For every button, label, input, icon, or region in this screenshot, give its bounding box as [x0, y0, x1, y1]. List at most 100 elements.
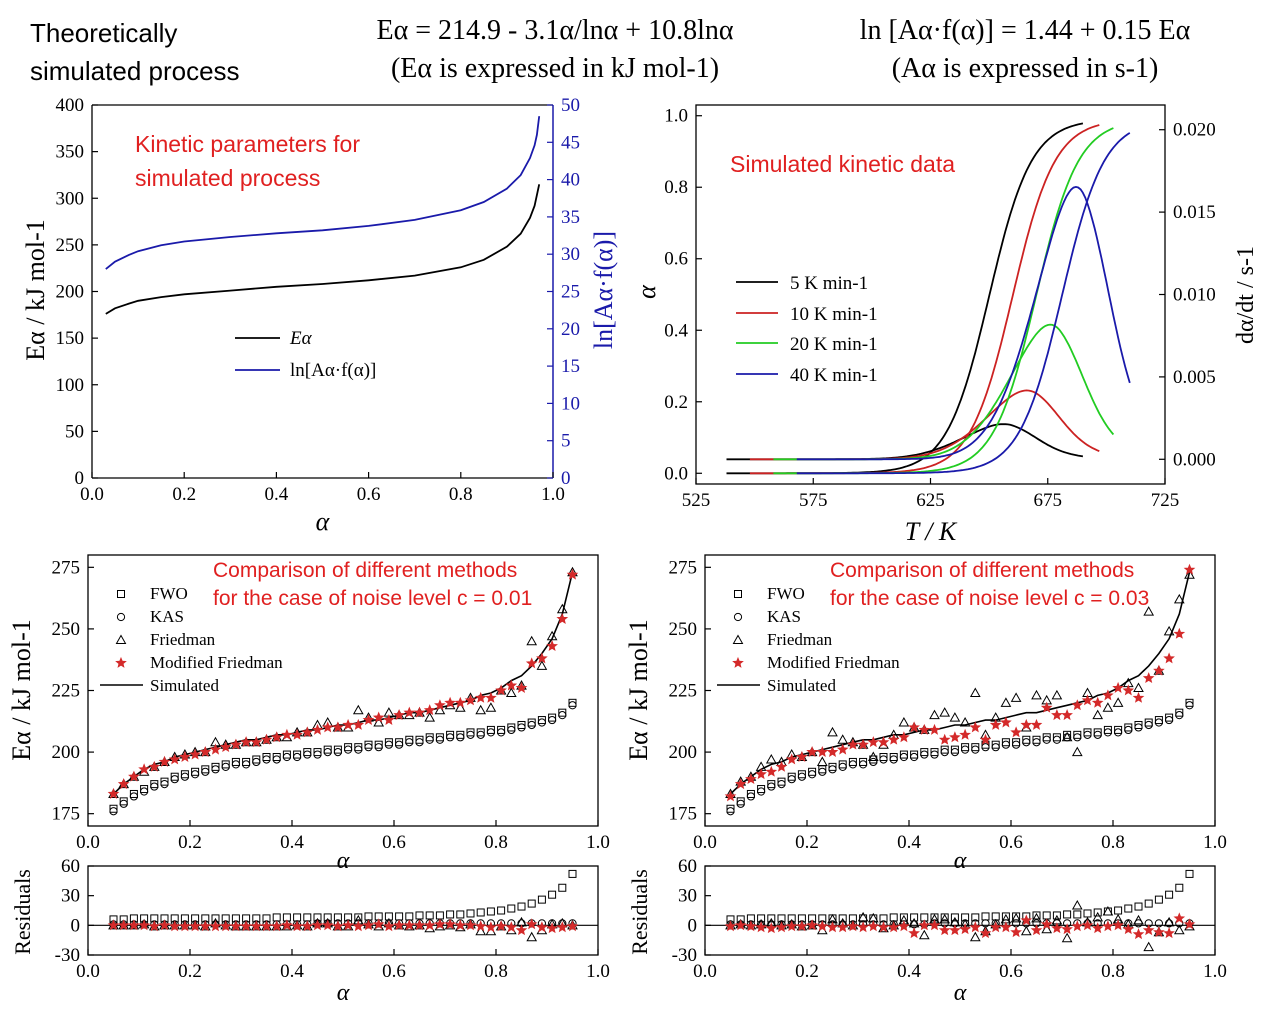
chart3-point-fwo	[537, 716, 546, 725]
chart3-residual-modified_friedman	[536, 921, 548, 933]
chart4-point-fwo	[1083, 728, 1092, 737]
chart3-point-kas	[313, 750, 322, 759]
chart3-x-tick-label: 0.4	[280, 832, 304, 853]
chart4-residual-modified_friedman	[1142, 924, 1155, 936]
chart4-residual-fwo	[950, 913, 959, 922]
chart3-point-fwo	[527, 718, 536, 727]
chart4-point-friedman	[959, 717, 971, 727]
chart4-point-kas	[950, 747, 960, 757]
chart3-point-friedman	[434, 704, 446, 715]
chart3-point-modified_friedman	[525, 657, 538, 669]
chart1-y2-tick-label: 50	[561, 95, 580, 116]
chart1-y2-tick-label: 10	[561, 393, 580, 414]
chart4-residual-friedman	[918, 929, 930, 940]
chart3-residual-modified_friedman	[393, 919, 405, 931]
chart4-residual-modified_friedman	[775, 921, 788, 933]
chart3-point-modified_friedman	[464, 694, 477, 706]
chart4-point-friedman	[1184, 569, 1195, 579]
chart3-y-tick-label: 275	[52, 557, 81, 578]
chart4-y-tick-label: 225	[669, 681, 698, 702]
chart4-legend-marker-2	[733, 612, 743, 622]
chart4-point-kas	[838, 762, 847, 771]
chart4-point-kas	[930, 750, 939, 759]
chart3-residual-fwo	[537, 895, 546, 904]
chart4-residual-modified_friedman	[806, 919, 818, 931]
chart4-residual-modified_friedman	[796, 920, 808, 932]
chart3-point-kas	[242, 760, 251, 769]
chart4-point-kas	[869, 757, 878, 767]
chart4-point-modified_friedman	[979, 733, 992, 745]
chart4-residual-friedman	[1010, 912, 1022, 923]
chart3-point-kas	[446, 733, 455, 742]
chart3-residual-modified_friedman	[270, 920, 283, 932]
chart3-residual-modified_friedman	[383, 920, 395, 932]
chart4-residual-modified_friedman	[724, 920, 737, 932]
chart4-point-kas	[1093, 730, 1102, 739]
chart4-point-friedman	[1000, 697, 1012, 707]
chart4-point-kas	[889, 755, 898, 764]
chart4-point-kas	[828, 765, 837, 774]
chart4-residual-modified_friedman	[1051, 922, 1063, 934]
chart3-point-modified_friedman	[474, 691, 487, 703]
chart3-residual-friedman	[526, 931, 538, 942]
chart3-residual-modified_friedman	[230, 920, 242, 932]
chart3-point-fwo	[395, 738, 404, 747]
chart4-point-modified_friedman	[989, 718, 1002, 730]
chart3-point-kas	[354, 745, 363, 754]
chart3-point-friedman	[536, 660, 548, 670]
chart4-point-kas	[808, 770, 817, 779]
chart3-point-modified_friedman	[199, 746, 212, 757]
chart3-point-fwo	[201, 765, 210, 774]
chart4-point-friedman	[949, 712, 961, 722]
chart4-point-friedman	[1163, 625, 1175, 636]
chart3-point-kas	[527, 720, 536, 730]
chart3-point-kas	[160, 780, 169, 789]
chart3-residual-modified_friedman	[179, 920, 191, 932]
chart4-residual-fwo	[1175, 883, 1184, 892]
legend-label-rate-4: 40 K min-1	[790, 365, 878, 386]
chart3-point-friedman	[485, 702, 497, 712]
chart3-point-modified_friedman	[536, 652, 548, 664]
chart1-y-tick-label: 300	[56, 188, 85, 209]
chart2-y-tick-label: 0.8	[664, 177, 688, 198]
chart3-point-fwo	[191, 767, 200, 776]
chart3-residual-modified_friedman	[352, 920, 365, 932]
chart3-point-kas	[303, 750, 312, 759]
chart4-y-tick-label: 250	[669, 619, 698, 640]
chart4-residuals-frame	[704, 865, 1216, 956]
chart4-residual-modified_friedman	[1132, 928, 1145, 940]
chart3-rx-tick-label: 0.6	[382, 961, 406, 982]
series-line-lnA	[105, 116, 541, 270]
chart4-point-modified_friedman	[765, 765, 778, 777]
chart4-point-fwo	[1185, 698, 1194, 707]
chart3-rx-tick-label: 1.0	[586, 961, 610, 982]
chart3-residual-fwo	[568, 869, 577, 878]
chart4-point-modified_friedman	[785, 753, 798, 765]
chart4-point-friedman	[1173, 593, 1185, 604]
chart4-point-friedman	[1112, 697, 1124, 707]
chart4-point-fwo	[950, 745, 959, 754]
chart4-point-friedman	[1051, 689, 1063, 700]
chart3-residual-modified_friedman	[525, 918, 538, 930]
chart4-point-fwo	[1114, 725, 1123, 734]
chart3-point-kas	[486, 728, 495, 737]
chart3-point-modified_friedman	[168, 753, 181, 765]
chart2-y-tick-label: 0.4	[664, 320, 688, 341]
chart3-point-friedman	[352, 704, 364, 715]
chart4-point-kas	[920, 750, 929, 759]
legend-label-rate-3: 20 K min-1	[790, 334, 878, 355]
chart4-point-fwo	[797, 770, 806, 779]
chart3-residual-modified_friedman	[474, 920, 487, 932]
chart4-point-modified_friedman	[1183, 563, 1196, 575]
chart4-point-fwo	[808, 767, 817, 776]
chart3-point-kas	[507, 725, 516, 735]
chart4-point-modified_friedman	[969, 721, 982, 733]
chart4-point-kas	[1032, 738, 1041, 747]
chart2-x-tick-label: 675	[1034, 490, 1063, 511]
chart4-residual-fwo	[1124, 904, 1133, 913]
chart1-y-tick-label: 200	[56, 282, 85, 303]
chart4-annotation: Comparison of different methods	[830, 559, 1134, 582]
chart4-residual-friedman	[1031, 912, 1042, 923]
chart3-point-kas	[272, 755, 281, 764]
chart4-ry-tick-label: -30	[672, 945, 697, 966]
